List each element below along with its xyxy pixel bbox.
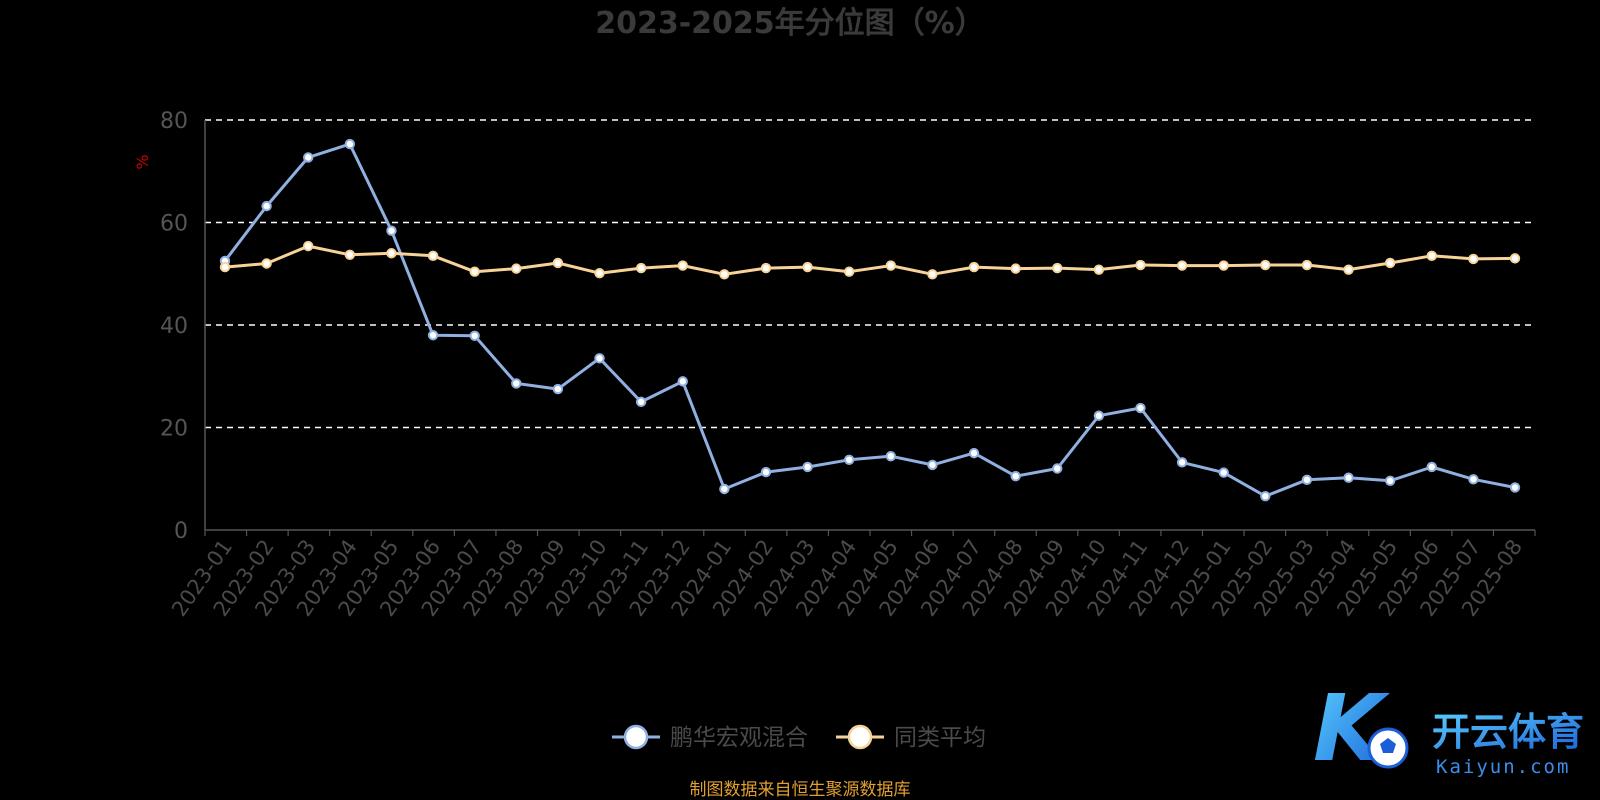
data-point[interactable] (1093, 410, 1105, 421)
series-fund (219, 138, 1521, 502)
data-point[interactable] (261, 258, 272, 269)
legend-item-fund[interactable]: 鹏华宏观混合 (612, 724, 808, 751)
data-point[interactable] (677, 260, 688, 271)
grid-lines: 0 20 40 60 80 (160, 109, 1535, 544)
data-point[interactable] (1509, 482, 1521, 493)
y-tick-label: 20 (160, 417, 188, 442)
y-tick-label: 0 (174, 519, 188, 544)
data-point[interactable] (802, 461, 813, 473)
data-point[interactable] (469, 330, 480, 341)
data-point[interactable] (968, 261, 980, 273)
data-point[interactable] (719, 483, 730, 495)
legend-marker (623, 724, 649, 750)
data-point[interactable] (843, 266, 855, 277)
data-point[interactable] (1218, 260, 1229, 271)
data-point[interactable] (760, 262, 772, 274)
data-point[interactable] (1426, 250, 1437, 262)
data-point[interactable] (635, 262, 647, 274)
data-point[interactable] (594, 268, 605, 279)
legend-label: 同类平均 (894, 725, 986, 751)
data-point[interactable] (1093, 264, 1105, 275)
data-point[interactable] (968, 447, 980, 459)
source-note: 制图数据来自恒生聚源数据库 (690, 780, 911, 800)
data-point[interactable] (511, 378, 522, 389)
data-point[interactable] (552, 257, 564, 269)
data-point[interactable] (635, 396, 647, 408)
data-point[interactable] (1509, 253, 1521, 264)
series-line (224, 244, 1516, 276)
data-point[interactable] (927, 459, 938, 471)
data-point[interactable] (1301, 474, 1313, 485)
data-point[interactable] (1176, 457, 1188, 468)
data-point[interactable] (885, 260, 897, 271)
legend-label: 鹏华宏观混合 (670, 725, 808, 751)
data-point[interactable] (344, 138, 356, 150)
data-point[interactable] (1052, 262, 1063, 274)
data-point[interactable] (1010, 470, 1021, 482)
data-point[interactable] (344, 249, 356, 260)
y-tick-label: 40 (160, 314, 188, 339)
data-point[interactable] (261, 200, 272, 212)
data-point[interactable] (1468, 474, 1479, 485)
data-point[interactable] (511, 263, 522, 274)
data-point[interactable] (1052, 463, 1063, 474)
data-point[interactable] (760, 466, 772, 478)
data-point[interactable] (1468, 253, 1479, 265)
data-point[interactable] (303, 240, 314, 252)
data-point[interactable] (1301, 259, 1313, 271)
data-point[interactable] (469, 266, 480, 277)
data-point[interactable] (1010, 263, 1021, 274)
axes: 2023-012023-022023-032023-042023-052023-… (167, 120, 1536, 621)
data-point[interactable] (1384, 475, 1396, 486)
data-point[interactable] (719, 269, 730, 280)
soccer-ball-patch (1380, 738, 1396, 753)
series-line (223, 142, 1516, 498)
data-point[interactable] (1176, 260, 1188, 271)
data-point[interactable] (1343, 264, 1354, 275)
data-point[interactable] (1135, 402, 1146, 414)
series-peer-average (219, 240, 1521, 280)
legend[interactable]: 鹏华宏观混合 同类平均 (612, 724, 986, 751)
data-point[interactable] (303, 152, 314, 163)
data-point[interactable] (802, 261, 813, 273)
data-point[interactable] (386, 248, 397, 259)
data-point[interactable] (427, 250, 439, 262)
data-point[interactable] (427, 330, 439, 341)
data-point[interactable] (1426, 461, 1437, 473)
data-point[interactable] (1260, 490, 1271, 502)
data-point[interactable] (1135, 259, 1146, 271)
data-point[interactable] (927, 269, 938, 280)
legend-item-peer-average[interactable]: 同类平均 (836, 724, 986, 751)
kaiyun-logo: K 开云体育 Kaiyun.com (1313, 675, 1584, 782)
logo-text-cn: 开云体育 (1432, 710, 1584, 754)
data-point[interactable] (386, 225, 397, 236)
chart-title: 2023-2025年分位图（%） (595, 6, 985, 41)
data-point[interactable] (677, 376, 688, 387)
data-point[interactable] (1384, 257, 1396, 269)
data-point[interactable] (1343, 472, 1354, 483)
data-point[interactable] (594, 353, 605, 364)
legend-marker (847, 724, 873, 750)
data-point[interactable] (885, 451, 897, 462)
data-point[interactable] (219, 261, 231, 273)
data-point[interactable] (1218, 467, 1229, 478)
data-point[interactable] (552, 383, 564, 395)
data-point[interactable] (843, 454, 855, 465)
series-group (219, 138, 1521, 502)
data-point[interactable] (1260, 259, 1271, 271)
y-axis-label: % (133, 154, 152, 169)
logo-text-en: Kaiyun.com (1436, 756, 1570, 778)
y-tick-label: 60 (160, 212, 188, 237)
y-tick-label: 80 (160, 109, 188, 134)
